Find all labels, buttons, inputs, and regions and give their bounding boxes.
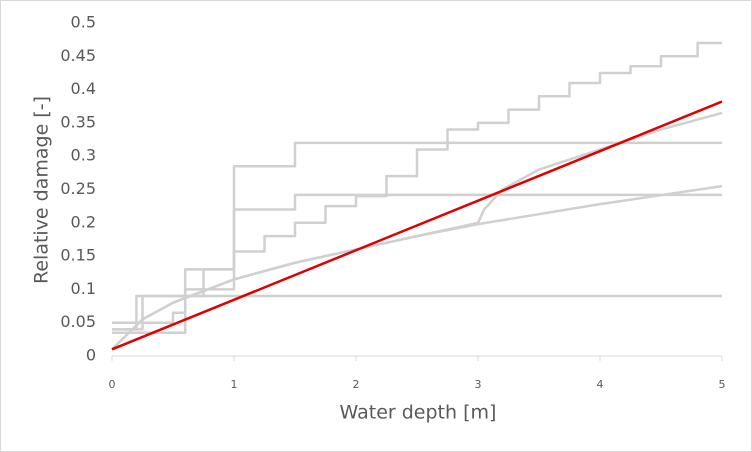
x-tick-label: 5	[719, 378, 726, 391]
y-tick-label: 0.05	[60, 312, 96, 331]
y-tick-label: 0.3	[71, 146, 96, 165]
y-tick-label: 0.5	[71, 13, 96, 32]
y-tick-label: 0.45	[60, 46, 96, 65]
series-line	[112, 41, 722, 331]
y-tick-label: 0.2	[71, 212, 96, 231]
x-axis-title: Water depth [m]	[340, 402, 497, 424]
x-tick-label: 0	[109, 378, 116, 391]
y-tick-label: 0.15	[60, 246, 96, 265]
series-line	[111, 100, 723, 351]
series-line	[112, 193, 722, 334]
y-axis-title: Relative damage [-]	[31, 96, 53, 284]
x-tick-label: 3	[475, 378, 482, 391]
y-tick-label: 0	[86, 346, 96, 365]
y-tick-label: 0.25	[60, 179, 96, 198]
x-tick-label: 1	[231, 378, 238, 391]
y-tick-label: 0.4	[71, 79, 96, 98]
y-tick-label: 0.1	[71, 279, 96, 298]
x-tick-label: 2	[353, 378, 360, 391]
series-line	[111, 111, 723, 351]
x-tick-label: 4	[597, 378, 604, 391]
y-tick-label: 0.35	[60, 112, 96, 131]
